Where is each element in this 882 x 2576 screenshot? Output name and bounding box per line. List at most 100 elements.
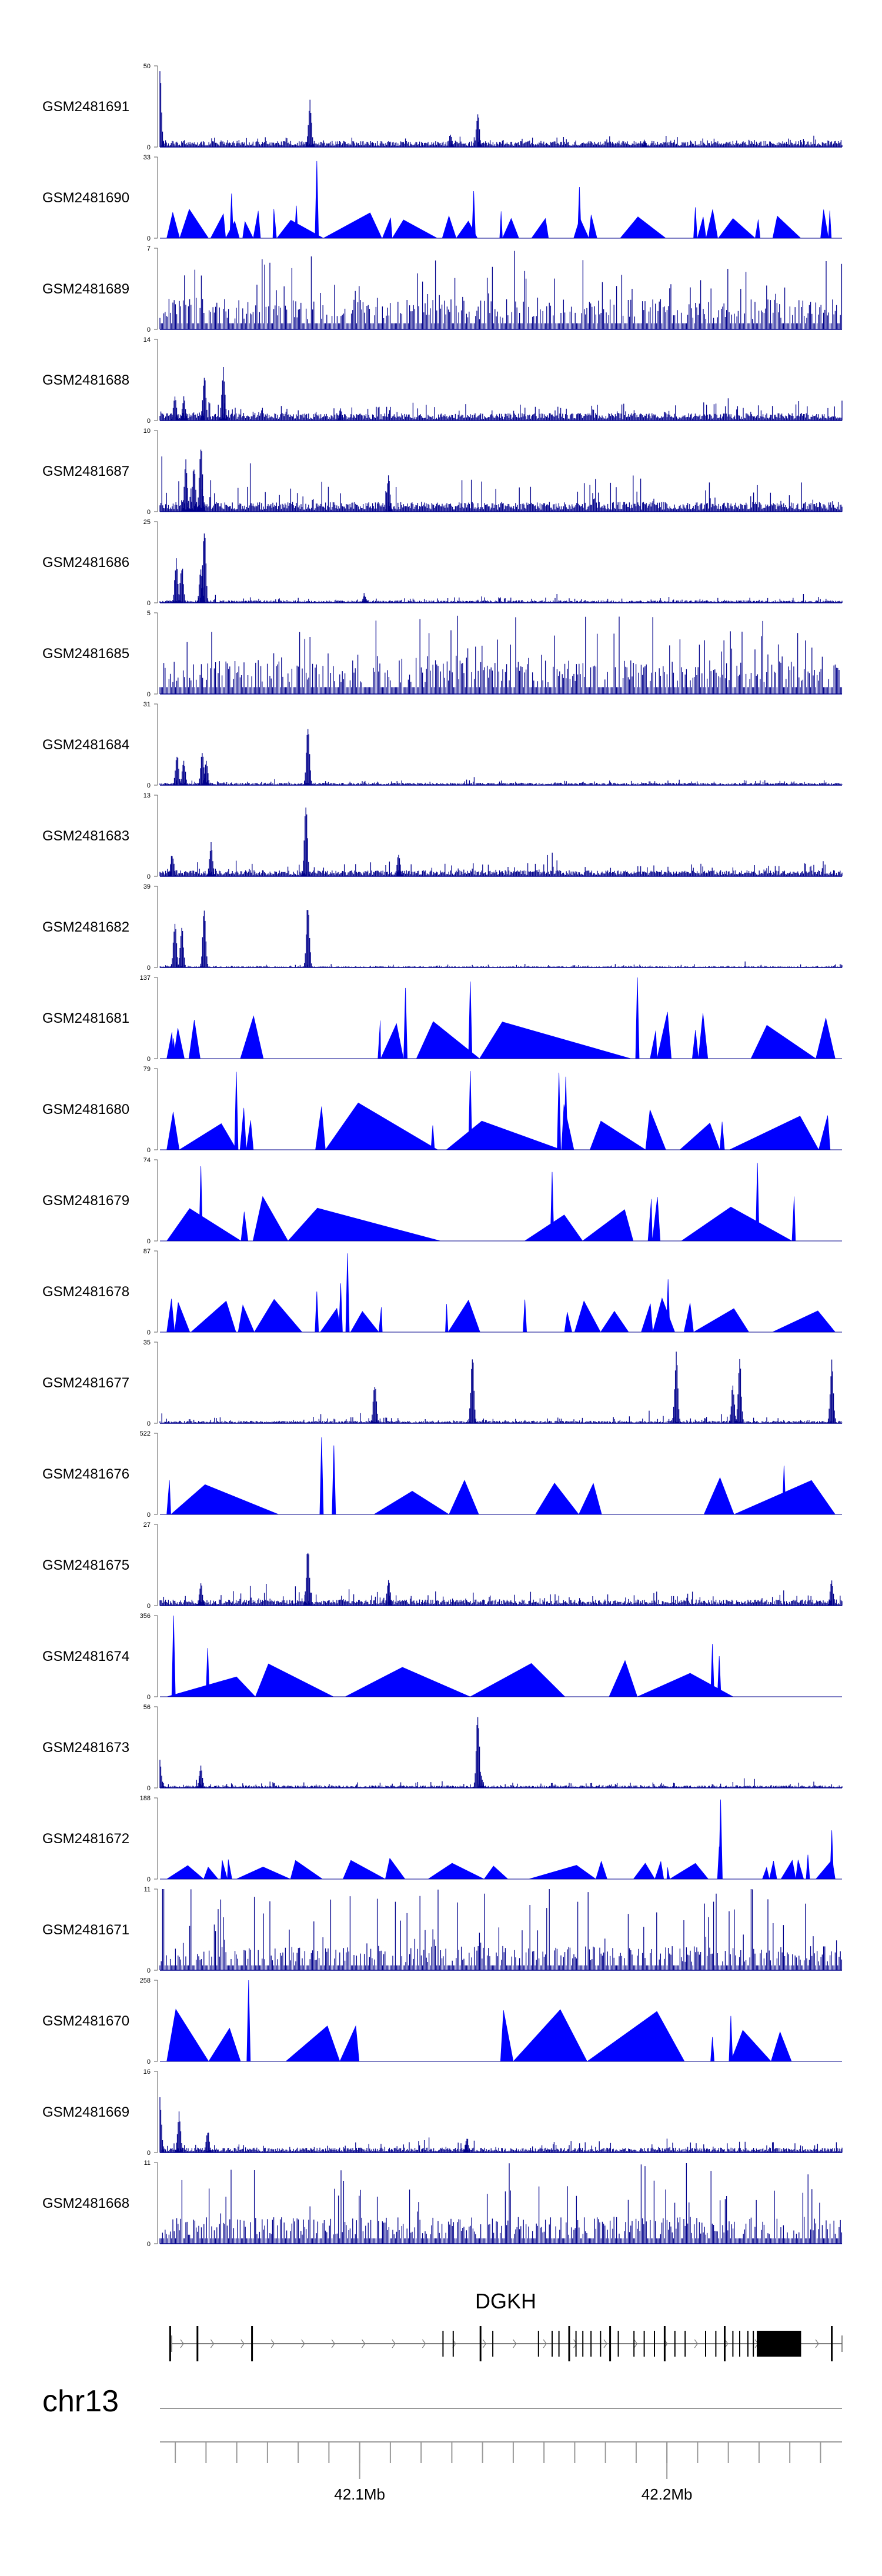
track-GSM2481684: GSM2481684 31 0: [42, 701, 843, 789]
y-max-label: 16: [143, 2068, 151, 2076]
track-label: GSM2481689: [42, 281, 129, 297]
strand-arrow: [240, 2339, 245, 2348]
y-max-label: 188: [140, 1795, 151, 1802]
track-GSM2481676: GSM2481676 522 0: [42, 1430, 842, 1519]
strand-arrow: [694, 2339, 699, 2348]
coverage-area: [166, 1297, 836, 1333]
strand-arrow: [210, 2339, 215, 2348]
y-max-label: 33: [143, 154, 151, 161]
y-min-label: 0: [147, 1785, 151, 1792]
track-GSM2481674: GSM2481674 356 0: [42, 1613, 842, 1701]
track-label: GSM2481685: [42, 646, 129, 662]
track-GSM2481688: GSM2481688 14 0: [42, 336, 843, 425]
y-max-label: 258: [140, 1977, 151, 1984]
track-GSM2481678: GSM2481678 87 0: [42, 1248, 842, 1336]
track-label: GSM2481691: [42, 99, 129, 115]
y-max-label: 25: [143, 519, 151, 526]
coverage-signal: [159, 807, 843, 876]
y-min-label: 0: [147, 1876, 151, 1883]
coverage-spike: [229, 193, 234, 239]
coverage-area: [166, 208, 832, 239]
strand-arrow: [270, 2339, 275, 2348]
coverage-tracks: GSM2481691500GSM2481690330GSM248168970GS…: [42, 63, 843, 2248]
coverage-signal: [159, 2097, 843, 2153]
coverage-spike: [666, 1279, 670, 1333]
coverage-signal: [159, 910, 843, 967]
coverage-area: [166, 1477, 836, 1515]
coverage-spike: [246, 1980, 251, 2062]
y-min-label: 0: [147, 1147, 151, 1154]
strand-arrow: [422, 2339, 426, 2348]
strand-arrow: [392, 2339, 396, 2348]
coverage-spike: [710, 2037, 715, 2062]
coverage-spike: [635, 977, 640, 1059]
track-GSM2481683: GSM2481683 13 0: [42, 792, 843, 880]
axis-ticks: 42.1Mb 42.2Mb: [160, 2408, 842, 2503]
coverage-signal: [159, 1717, 843, 1788]
coverage-spike: [403, 987, 408, 1059]
strand-arrow: [482, 2339, 487, 2348]
coverage-spike: [315, 161, 319, 239]
coverage-spike: [315, 1291, 319, 1333]
track-label: GSM2481671: [42, 1922, 129, 1938]
coverage-spike: [710, 1644, 715, 1697]
y-max-label: 39: [143, 883, 151, 890]
track-label: GSM2481675: [42, 1557, 129, 1573]
y-min-label: 0: [147, 1329, 151, 1336]
coverage-area: [166, 1660, 733, 1697]
coverage-spike: [523, 1299, 527, 1333]
coverage-spike: [693, 207, 698, 239]
track-GSM2481681: GSM2481681 137 0: [42, 975, 842, 1063]
y-max-label: 50: [143, 63, 151, 70]
track-label: GSM2481674: [42, 1649, 129, 1664]
gene-annotation-track: DGKH: [169, 2289, 843, 2361]
y-max-label: 74: [143, 1157, 151, 1164]
y-max-label: 11: [144, 2160, 151, 2167]
y-max-label: 35: [143, 1339, 151, 1346]
coverage-spike: [468, 1071, 473, 1150]
coverage-area: [166, 1012, 836, 1059]
track-label: GSM2481690: [42, 190, 129, 206]
y-min-label: 0: [147, 235, 151, 242]
coverage-spike: [332, 1445, 336, 1515]
track-GSM2481685: GSM2481685 5 0: [42, 610, 843, 698]
track-label: GSM2481676: [42, 1466, 129, 1482]
coverage-spike: [468, 981, 473, 1059]
y-max-label: 87: [143, 1248, 151, 1255]
coverage-spike: [345, 1253, 350, 1333]
y-max-label: 27: [143, 1521, 151, 1529]
y-min-label: 0: [147, 144, 151, 151]
y-min-label: 0: [147, 1603, 151, 1610]
y-max-label: 56: [143, 1704, 151, 1711]
y-min-label: 0: [147, 418, 151, 425]
coverage-signal: [159, 729, 843, 785]
strand-arrow: [543, 2339, 547, 2348]
y-min-label: 0: [147, 873, 151, 880]
y-max-label: 5: [147, 610, 151, 617]
y-max-label: 13: [143, 792, 151, 799]
y-min-label: 0: [147, 326, 151, 333]
track-GSM2481675: GSM2481675 27 0: [42, 1521, 843, 1610]
coverage-signal: [159, 367, 843, 421]
track-label: GSM2481673: [42, 1740, 129, 1756]
track-GSM2481686: GSM2481686 25 0: [42, 519, 843, 607]
y-min-label: 0: [147, 2241, 151, 2248]
coverage-spike: [319, 1437, 324, 1515]
track-label: GSM2481688: [42, 372, 129, 388]
track-label: GSM2481678: [42, 1284, 129, 1300]
y-min-label: 0: [147, 2058, 151, 2066]
coverage-signal: [159, 533, 843, 603]
gene-name-label: DGKH: [475, 2289, 536, 2313]
track-GSM2481689: GSM2481689 7 0: [42, 245, 843, 333]
coverage-area: [166, 1857, 836, 1880]
track-GSM2481690: GSM2481690 33 0: [42, 154, 842, 242]
y-min-label: 0: [147, 1420, 151, 1427]
track-label: GSM2481679: [42, 1193, 129, 1209]
y-min-label: 0: [147, 509, 151, 516]
track-GSM2481671: GSM2481671 11 0: [42, 1886, 843, 1974]
coverage-spike: [171, 1615, 176, 1697]
coverage-area: [166, 2008, 792, 2062]
coverage-signal: [159, 615, 843, 694]
strand-arrow: [180, 2339, 184, 2348]
